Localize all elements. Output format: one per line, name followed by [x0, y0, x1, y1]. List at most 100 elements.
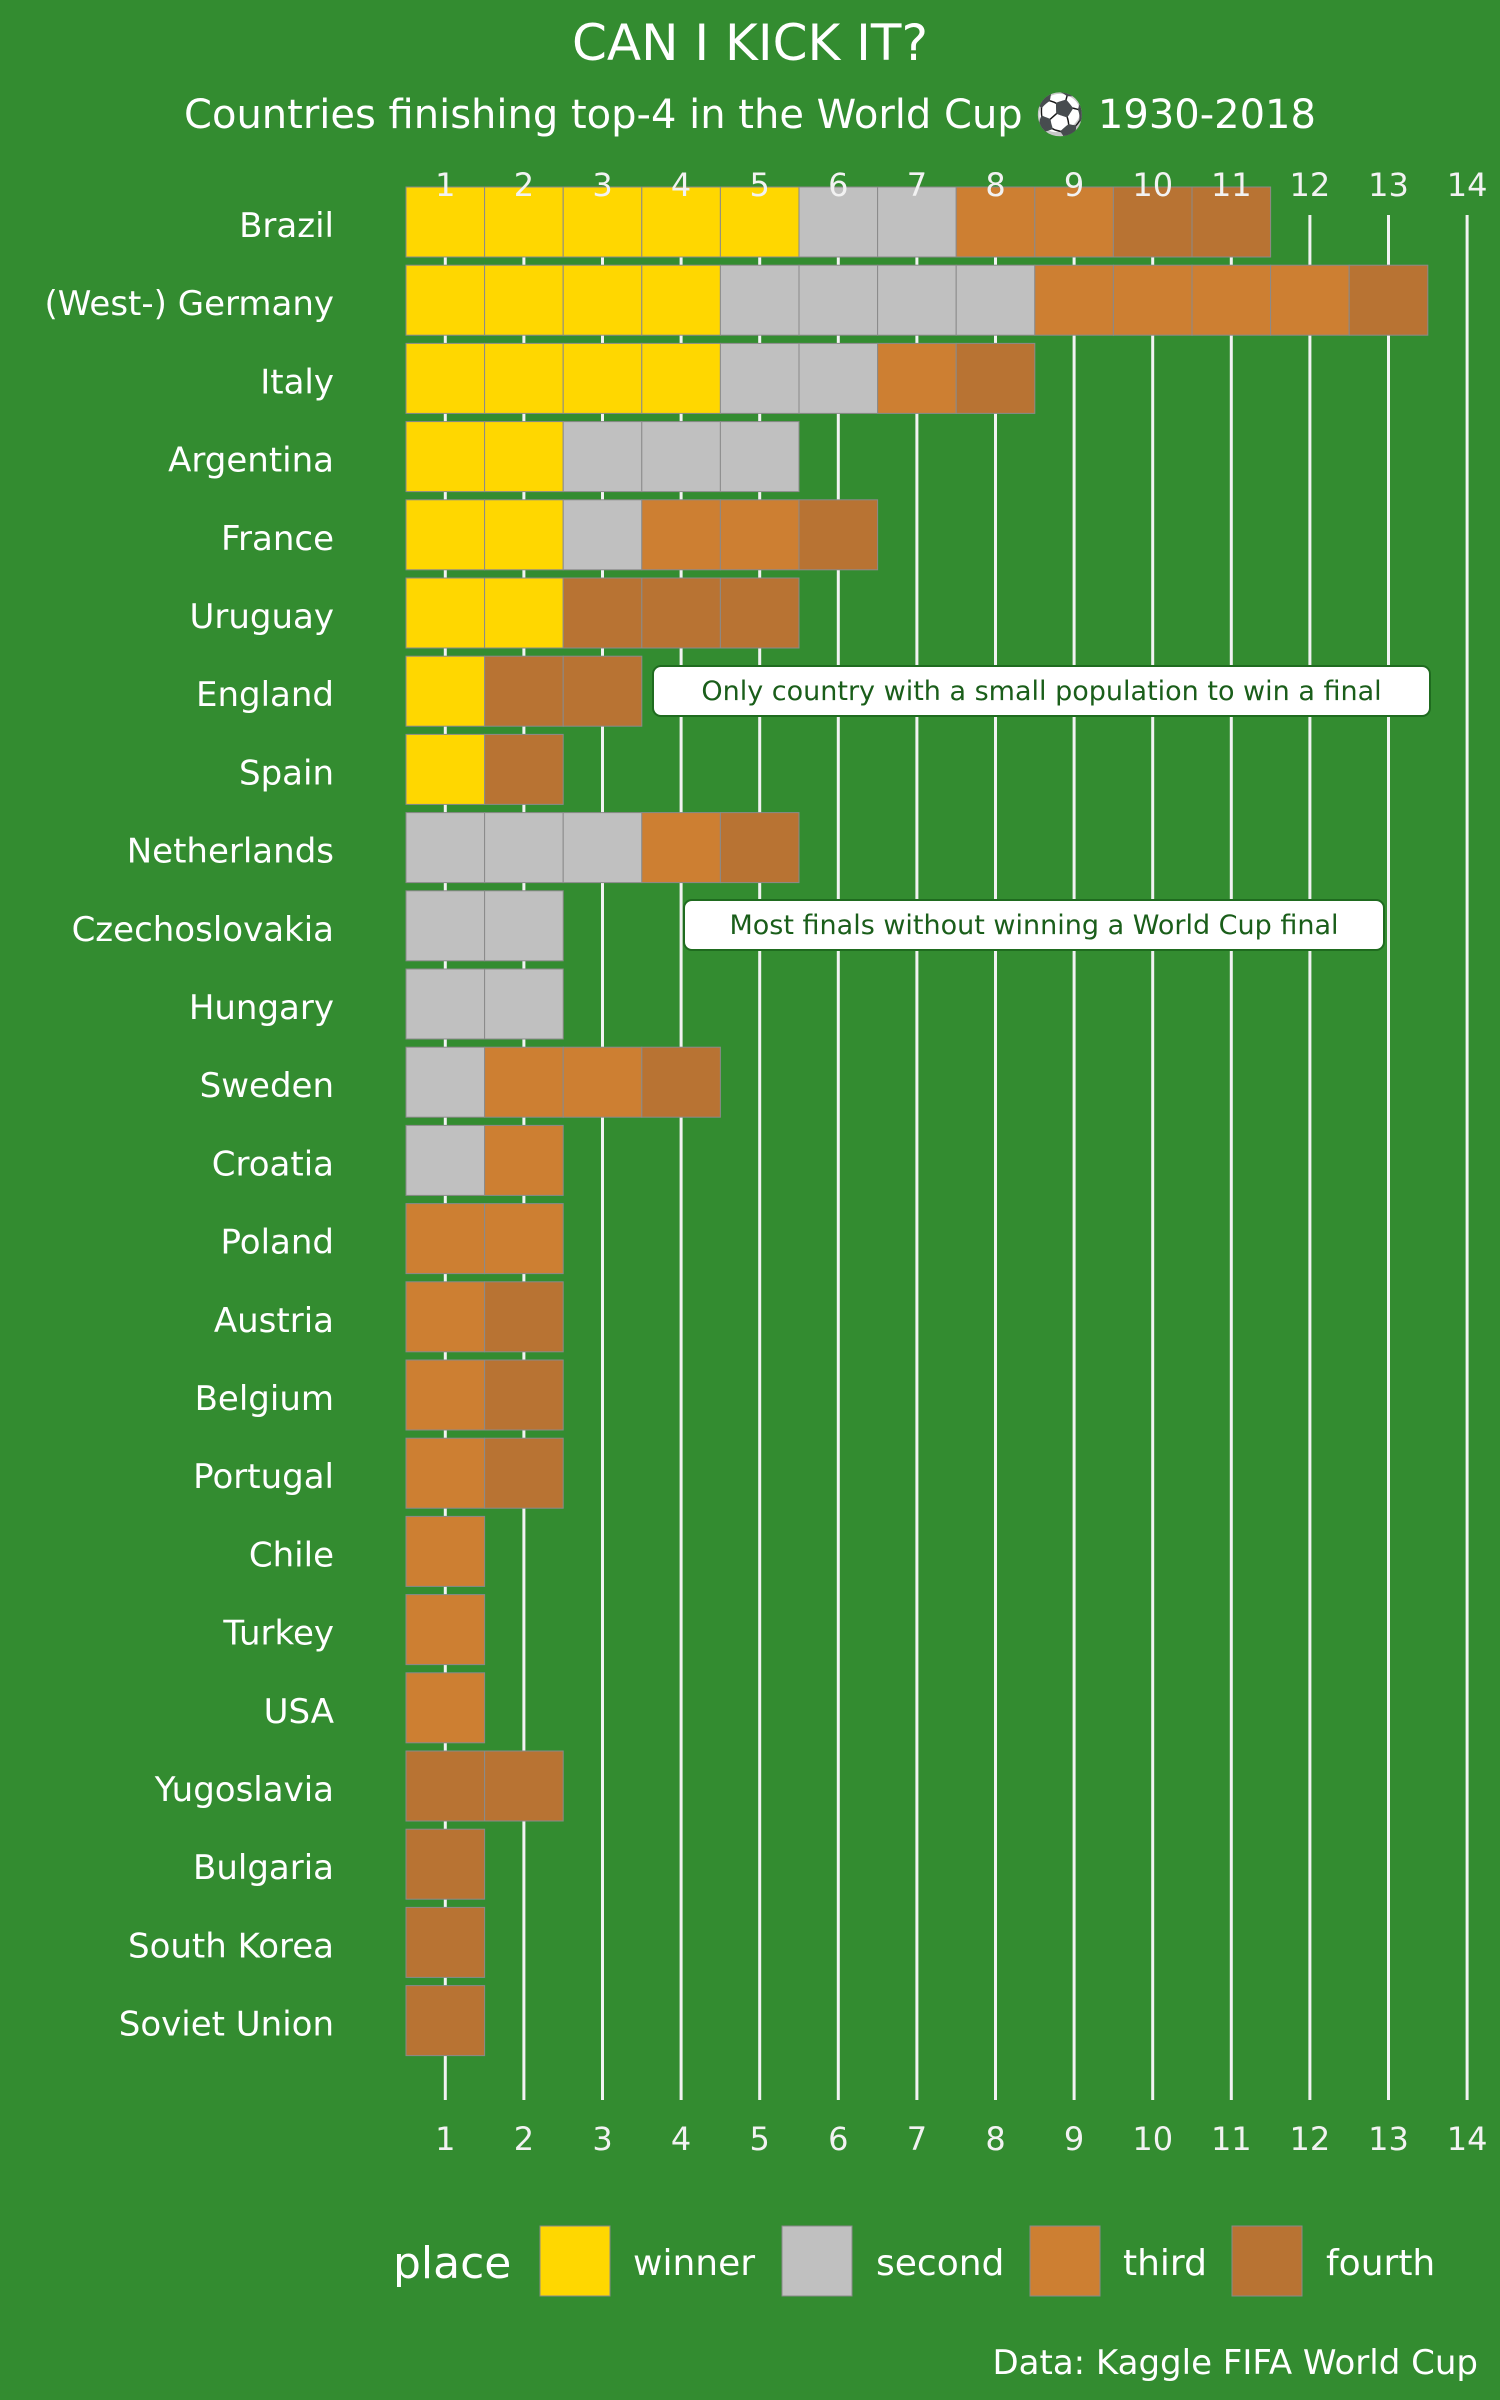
bar-segment-winner: [484, 577, 564, 649]
bar-segment-second: [562, 812, 643, 884]
category-label: Belgium: [195, 1379, 334, 1419]
legend: place winner second third fourth: [393, 2225, 1435, 2297]
legend-label-third: third: [1123, 2243, 1207, 2284]
x-tick-label-top: 12: [1290, 166, 1331, 204]
category-label: Portugal: [193, 1457, 334, 1497]
bar-segment-second: [562, 499, 643, 571]
bar-segment-fourth: [798, 499, 879, 571]
bar-segment-third: [405, 1672, 486, 1744]
category-label: Sweden: [200, 1066, 334, 1106]
bar-segment-third: [405, 1437, 486, 1509]
x-tick-label-top: 11: [1211, 166, 1252, 204]
bar-segment-fourth: [1112, 186, 1193, 258]
bar-segment-winner: [562, 186, 643, 258]
category-label: Brazil: [239, 206, 334, 246]
bar-segment-fourth: [405, 1985, 486, 2057]
x-tick-label-bottom: 1: [435, 2120, 455, 2158]
chart-title: CAN I KICK IT?: [572, 14, 928, 72]
bar-segment-third: [405, 1203, 486, 1275]
bar-segment-fourth: [484, 1750, 564, 1822]
bar-segment-third: [405, 1515, 486, 1587]
bar-segment-fourth: [484, 1281, 564, 1353]
x-tick-label-bottom: 12: [1290, 2120, 1331, 2158]
legend-title: place: [393, 2238, 511, 2289]
category-label: Uruguay: [190, 597, 335, 637]
bar-segment-winner: [405, 499, 486, 571]
bar-segment-fourth: [405, 1750, 486, 1822]
bar-segment-third: [405, 1359, 486, 1431]
bar-segment-second: [798, 264, 879, 336]
bar-segment-second: [798, 342, 879, 414]
legend-key-winner: [539, 2225, 611, 2297]
bar-segment-third: [484, 1124, 564, 1196]
bar-segment-winner: [405, 264, 486, 336]
bar-segment-second: [719, 264, 800, 336]
x-tick-label-top: 10: [1132, 166, 1173, 204]
category-label: Turkey: [222, 1614, 334, 1654]
legend-key-third: [1029, 2225, 1101, 2297]
bar-segment-fourth: [955, 342, 1036, 414]
bar-segment-third: [562, 1046, 643, 1118]
legend-label-fourth: fourth: [1326, 2243, 1435, 2284]
x-tick-label-bottom: 5: [750, 2120, 770, 2158]
bar-segment-third: [1112, 264, 1193, 336]
x-tick-label-top: 8: [985, 166, 1005, 204]
x-tick-label-top: 6: [828, 166, 848, 204]
bar-segment-third: [405, 1594, 486, 1666]
x-tick-label-top: 2: [514, 166, 534, 204]
bar-segment-fourth: [719, 812, 800, 884]
bar-segment-winner: [641, 264, 721, 336]
legend-label-second: second: [876, 2243, 1004, 2284]
bar-segment-fourth: [484, 1359, 564, 1431]
annotation-text: Most finals without winning a World Cup …: [729, 910, 1338, 941]
bar-segment-fourth: [1348, 264, 1429, 336]
x-tick-label-bottom: 3: [592, 2120, 612, 2158]
chart-subtitle: Countries finishing top-4 in the World C…: [184, 91, 1316, 138]
grid-lines: [443, 215, 1469, 2100]
category-label: Chile: [249, 1535, 334, 1575]
x-tick-label-top: 1: [435, 166, 455, 204]
bar-segment-winner: [719, 186, 800, 258]
labels: 11223344556677889910101111121213131414Br…: [45, 166, 1488, 2158]
bar-segment-second: [405, 812, 486, 884]
category-label: Hungary: [189, 988, 334, 1028]
annotation-box: [652, 665, 1431, 717]
bar-segment-winner: [484, 342, 564, 414]
x-tick-label-top: 5: [750, 166, 770, 204]
bar-segment-winner: [405, 421, 486, 493]
bar-segment-second: [719, 421, 800, 493]
x-tick-label-bottom: 6: [828, 2120, 848, 2158]
bar-segment-fourth: [719, 577, 800, 649]
x-tick-label-bottom: 8: [985, 2120, 1005, 2158]
bar-segment-fourth: [484, 733, 564, 805]
x-tick-label-bottom: 11: [1211, 2120, 1252, 2158]
bar-segment-winner: [562, 264, 643, 336]
x-tick-label-top: 3: [592, 166, 612, 204]
bar-segment-third: [484, 1046, 564, 1118]
x-tick-label-bottom: 9: [1064, 2120, 1084, 2158]
x-tick-label-bottom: 13: [1368, 2120, 1409, 2158]
bar-segment-fourth: [484, 655, 564, 727]
category-label: Spain: [239, 753, 334, 793]
category-label: Argentina: [168, 441, 334, 481]
bar-segment-winner: [405, 577, 486, 649]
x-tick-label-bottom: 14: [1447, 2120, 1488, 2158]
bar-segment-second: [955, 264, 1036, 336]
bar-segment-third: [1034, 264, 1114, 336]
annotation-text: Only country with a small population to …: [701, 676, 1381, 707]
bar-segment-second: [641, 421, 721, 493]
bar-segment-second: [484, 812, 564, 884]
bar-segment-third: [405, 1281, 486, 1353]
category-label: Austria: [214, 1301, 334, 1341]
category-label: Czechoslovakia: [72, 910, 334, 950]
bars: [405, 186, 1429, 2057]
x-tick-label-top: 4: [671, 166, 691, 204]
category-label: Poland: [220, 1223, 334, 1263]
chart-caption: Data: Kaggle FIFA World Cup: [992, 2343, 1478, 2383]
bar-segment-third: [719, 499, 800, 571]
category-label: Bulgaria: [193, 1848, 334, 1888]
bar-segment-fourth: [1191, 186, 1272, 258]
x-tick-label-top: 7: [907, 166, 927, 204]
bar-segment-second: [405, 1124, 486, 1196]
